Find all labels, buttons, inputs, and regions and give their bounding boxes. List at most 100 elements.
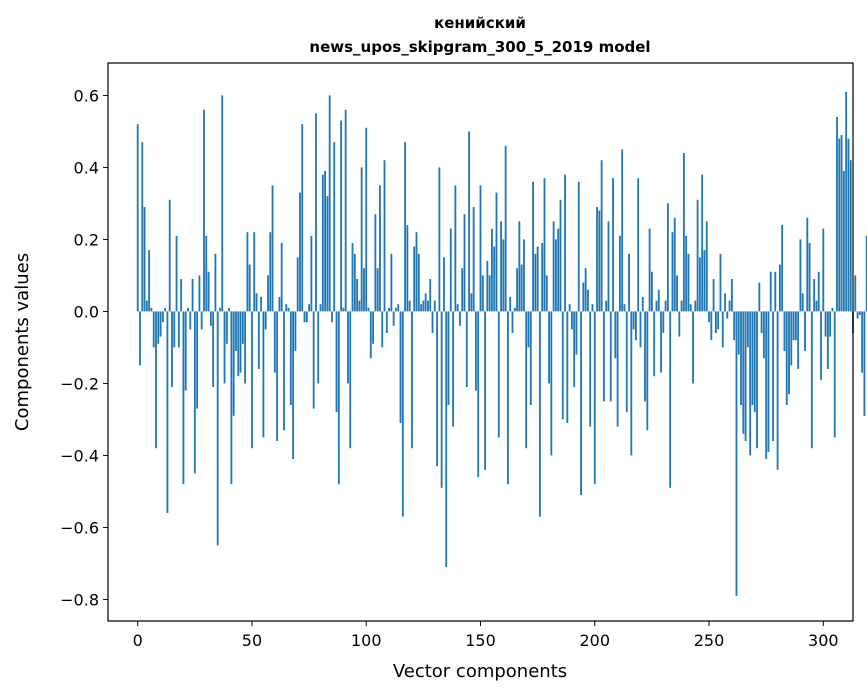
bar-220 — [639, 311, 642, 348]
bar-197 — [586, 289, 589, 312]
bar-89 — [340, 120, 343, 312]
y-tick-label: −0.8 — [60, 590, 99, 609]
bar-237 — [678, 311, 681, 337]
bar-180 — [548, 311, 550, 384]
bar-149 — [477, 311, 480, 477]
bar-152 — [484, 311, 486, 470]
bar-61 — [276, 311, 279, 441]
bar-261 — [733, 311, 736, 341]
bar-255 — [719, 253, 722, 312]
bar-250 — [708, 311, 710, 323]
bar-161 — [504, 145, 507, 312]
bar-93 — [349, 311, 352, 449]
bar-104 — [374, 214, 377, 312]
bar-25 — [193, 311, 196, 474]
bar-163 — [509, 297, 512, 312]
bar-296 — [813, 279, 816, 312]
bar-177 — [541, 243, 544, 312]
bar-216 — [630, 311, 633, 456]
bar-248 — [703, 250, 706, 312]
bar-67 — [289, 311, 292, 405]
bar-186 — [561, 311, 564, 420]
bar-233 — [669, 311, 672, 488]
bar-35 — [216, 311, 219, 546]
bar-317 — [861, 311, 864, 373]
bar-32 — [209, 311, 212, 326]
bar-51 — [253, 232, 256, 312]
bar-69 — [294, 311, 297, 351]
bar-199 — [591, 304, 594, 312]
bar-9 — [157, 311, 160, 344]
bar-24 — [191, 279, 194, 312]
bar-80 — [319, 304, 322, 312]
bar-158 — [497, 311, 500, 438]
bar-65 — [285, 304, 288, 312]
bar-294 — [808, 243, 811, 312]
bar-77 — [312, 311, 315, 409]
bar-78 — [315, 113, 317, 312]
bar-29 — [203, 109, 205, 312]
x-tick-label: 200 — [579, 631, 610, 650]
bar-15 — [171, 311, 173, 387]
bar-212 — [621, 149, 624, 312]
bar-264 — [740, 311, 742, 405]
bar-259 — [728, 300, 731, 312]
bar-198 — [589, 311, 592, 427]
bar-166 — [516, 268, 518, 312]
y-tick-label: −0.6 — [60, 518, 99, 537]
bar-40 — [228, 307, 231, 312]
bar-217 — [632, 311, 635, 330]
bar-318 — [863, 311, 866, 416]
bar-91 — [344, 109, 347, 312]
bar-58 — [269, 232, 272, 312]
bar-183 — [555, 239, 557, 312]
bar-244 — [694, 300, 697, 312]
bar-23 — [189, 311, 192, 330]
bar-175 — [536, 246, 539, 312]
bar-299 — [820, 311, 822, 380]
bar-81 — [321, 174, 324, 312]
bar-132 — [438, 167, 441, 312]
bar-96 — [356, 279, 359, 312]
bar-298 — [817, 271, 820, 312]
bar-68 — [292, 311, 295, 459]
bar-215 — [628, 253, 630, 312]
x-tick-label: 100 — [351, 631, 382, 650]
bar-64 — [283, 311, 285, 431]
bar-87 — [335, 311, 338, 413]
bar-3 — [143, 207, 146, 312]
bar-213 — [623, 304, 626, 312]
bar-41 — [230, 311, 233, 485]
bar-156 — [493, 246, 496, 312]
bar-267 — [746, 311, 749, 348]
bar-153 — [486, 261, 489, 312]
bar-201 — [596, 207, 598, 312]
bar-141 — [459, 311, 461, 326]
bar-147 — [472, 207, 475, 312]
bar-128 — [429, 279, 432, 312]
bar-266 — [744, 311, 747, 441]
bar-56 — [264, 311, 267, 330]
bar-84 — [328, 95, 331, 312]
bar-174 — [534, 253, 537, 312]
bar-247 — [701, 174, 704, 312]
bar-102 — [369, 311, 372, 359]
bar-134 — [443, 257, 445, 312]
bar-50 — [251, 311, 253, 449]
bar-262 — [735, 311, 738, 596]
bar-196 — [584, 268, 587, 312]
bar-307 — [838, 138, 841, 312]
bar-60 — [273, 311, 276, 373]
bar-18 — [177, 311, 180, 348]
bar-2 — [141, 142, 144, 312]
bar-135 — [445, 311, 448, 567]
bar-231 — [664, 300, 667, 312]
bar-111 — [390, 253, 393, 312]
bar-13 — [166, 311, 169, 513]
bar-225 — [650, 271, 653, 312]
bar-108 — [383, 160, 386, 312]
bar-154 — [488, 275, 491, 312]
bar-4 — [145, 300, 148, 312]
bar-182 — [552, 221, 555, 312]
